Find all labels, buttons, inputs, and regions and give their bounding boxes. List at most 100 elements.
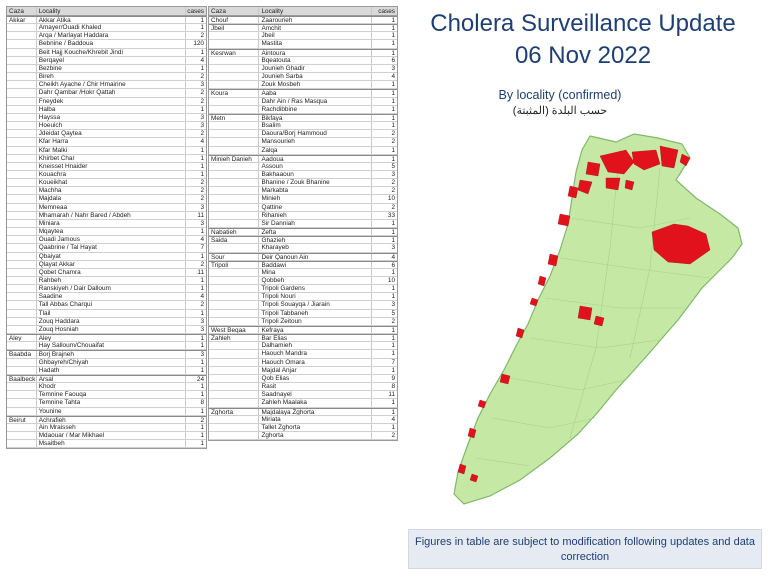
- cell-caza: [209, 432, 258, 439]
- cell-caza: [7, 261, 36, 268]
- cell-caza: [209, 391, 258, 398]
- cell-locality: Hadath: [35, 366, 185, 374]
- cell-cases: 2: [371, 431, 397, 440]
- table-row: Zouq Haddara 3: [7, 317, 206, 326]
- cell-cases: 3: [185, 219, 206, 228]
- cell-cases: 1: [185, 358, 206, 366]
- cell-caza: [7, 65, 36, 72]
- case-area: [679, 153, 691, 167]
- cell-caza: [7, 310, 36, 317]
- page-title: Cholera Surveillance Update: [430, 10, 736, 37]
- cell-cases: 1: [185, 407, 206, 415]
- cell-cases: 1: [371, 326, 397, 334]
- table-row: Koueikhat 2: [7, 179, 206, 188]
- cell-locality: Jdeidat Qaytea: [35, 130, 185, 138]
- cell-caza: [7, 179, 36, 186]
- cell-locality: Mdaouar / Mar Mikhael: [35, 431, 185, 440]
- cell-locality: Qaabrine / Tal Hayat: [35, 244, 185, 252]
- table-row: Tallet Zghorta 1: [209, 423, 397, 432]
- cell-cases: 1: [185, 335, 206, 342]
- case-area: [599, 149, 635, 175]
- cell-cases: 2: [185, 97, 206, 105]
- header-locality: Locality: [35, 7, 185, 15]
- table-row: Bezbine 1: [7, 64, 206, 74]
- cell-caza: [7, 73, 36, 80]
- cell-cases: 1: [371, 293, 397, 301]
- cell-locality: Hayssa: [35, 113, 185, 122]
- table-row: Minieh Danieh Aadoua 1: [209, 154, 397, 163]
- cell-locality: Tripoli Zeitoun: [258, 317, 371, 325]
- cell-cases: 3: [185, 317, 206, 325]
- table-header: Caza Locality cases: [7, 7, 206, 16]
- cell-cases: 1: [185, 383, 206, 391]
- cell-caza: Baalbeck: [9, 375, 36, 383]
- cell-caza: [209, 269, 258, 276]
- table-row: Tripoli Souayqa / Jiarain 3: [209, 301, 397, 310]
- cell-caza: [7, 301, 36, 308]
- cell-locality: Bebnine / Baddoua: [35, 40, 185, 48]
- cell-cases: 2: [371, 187, 397, 195]
- cell-cases: 1: [371, 366, 397, 374]
- cell-caza: [209, 285, 258, 292]
- cell-locality: Qobet Chamra: [35, 268, 185, 276]
- cell-locality: Msaitbeh: [35, 440, 185, 448]
- table-row: Hoeuich 3: [7, 122, 206, 131]
- table-row: Rahbeh 1: [7, 277, 206, 286]
- cell-locality: Bar Elias: [258, 335, 371, 342]
- cell-caza: [209, 220, 258, 227]
- cell-cases: 1: [371, 408, 397, 416]
- cell-cases: 2: [185, 416, 206, 424]
- table-row: Miniara 3: [7, 219, 206, 229]
- table-row: Amayer/Ouadi Khaled 1: [7, 24, 206, 33]
- cell-caza: [7, 383, 36, 390]
- cell-locality: Kouachra: [35, 170, 185, 179]
- cell-locality: Kfar Malki: [35, 146, 185, 154]
- cell-locality: Younine: [35, 407, 185, 415]
- cell-cases: 2: [185, 187, 206, 195]
- table-row: Machha 2: [7, 187, 206, 196]
- cell-caza: [7, 318, 36, 325]
- cell-cases: 1: [185, 252, 206, 260]
- cell-locality: Mastita: [258, 40, 371, 48]
- cell-caza: [209, 122, 258, 129]
- cell-locality: Bqeatouta: [258, 56, 371, 64]
- cell-cases: 1: [185, 24, 206, 32]
- cell-locality: Aaba: [258, 90, 371, 97]
- cell-cases: 1: [371, 146, 397, 154]
- cell-caza: [209, 204, 258, 211]
- cell-locality: Rachdibbine: [258, 105, 371, 113]
- cell-caza: [7, 236, 36, 243]
- cell-caza: [7, 432, 36, 439]
- table-row: Beirut Achrafieh 2: [7, 415, 206, 424]
- cell-cases: 6: [371, 56, 397, 64]
- cell-locality: Qobbeh: [258, 277, 371, 285]
- cell-cases: 2: [185, 73, 206, 81]
- table-row: Msaitbeh 1: [7, 440, 206, 449]
- cell-caza: [209, 399, 258, 406]
- cell-cases: 2: [371, 317, 397, 325]
- cell-cases: 1: [185, 391, 206, 399]
- cell-caza: [7, 269, 36, 276]
- table-row: Tlail 1: [7, 309, 206, 318]
- cell-caza: [209, 359, 258, 366]
- table-row: Aley Aley 1: [7, 334, 206, 343]
- case-area: [577, 179, 593, 195]
- cell-locality: Kefraya: [258, 326, 371, 334]
- cell-cases: 1: [371, 17, 397, 24]
- cell-caza: [209, 179, 258, 186]
- cell-locality: Haouch Omara: [258, 358, 371, 366]
- cell-locality: Amayer/Ouadi Khaled: [35, 24, 185, 32]
- cell-locality: Mhamarah / Nahr Bared / Abdeh: [35, 211, 185, 219]
- cell-cases: 2: [185, 260, 206, 268]
- cell-caza: Beirut: [9, 416, 26, 423]
- cell-cases: 3: [185, 81, 206, 89]
- header-caza: Caza: [211, 8, 226, 15]
- table-row: Mqaytea 1: [7, 228, 206, 237]
- cell-cases: 11: [371, 391, 397, 399]
- cell-cases: 5: [371, 162, 397, 170]
- table-row: Markabta 2: [209, 187, 397, 196]
- cell-cases: 10: [371, 277, 397, 285]
- case-area: [593, 315, 605, 327]
- cell-cases: 33: [371, 211, 397, 219]
- cell-caza: [209, 138, 258, 145]
